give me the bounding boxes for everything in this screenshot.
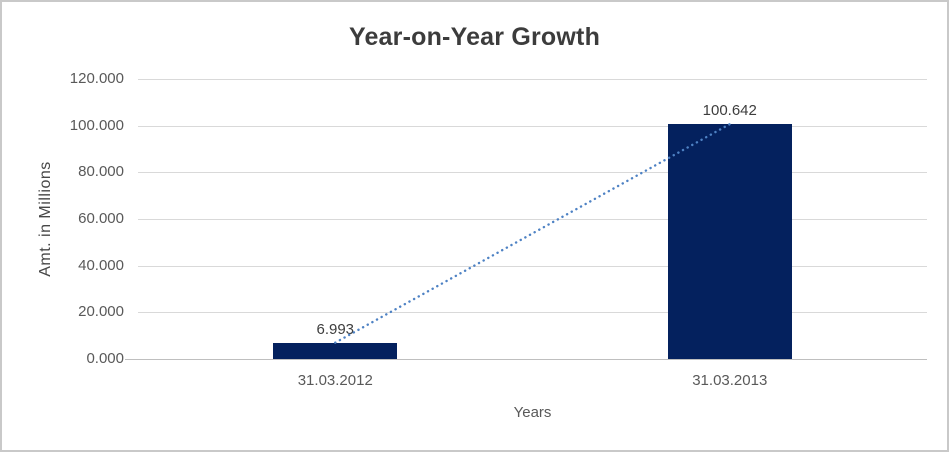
- gridline: [138, 172, 927, 174]
- bar-data-label: 100.642: [702, 102, 757, 120]
- plot-area: 6.993 31.03.2012 100.642 31.03.2013: [125, 79, 927, 389]
- x-axis-line: [125, 359, 927, 360]
- gridline: [138, 312, 927, 314]
- trendline: [334, 122, 731, 344]
- y-tick-label: 0.000: [86, 350, 124, 367]
- gridline: [138, 79, 927, 80]
- gridline: [138, 125, 927, 127]
- gridline: [138, 265, 927, 267]
- bar-31.03.2013: [667, 124, 792, 359]
- y-tick-label: 100.000: [69, 116, 124, 134]
- gridline: [138, 219, 927, 220]
- x-axis-title: Years: [513, 404, 552, 421]
- bar-data-label: 6.993: [316, 320, 355, 338]
- y-tick-label: 60.000: [78, 210, 124, 227]
- chart-title: Year-on-Year Growth: [348, 23, 601, 51]
- bar-31.03.2012: [273, 342, 398, 359]
- x-tick-label: 31.03.2013: [692, 372, 768, 389]
- y-tick-label: 80.000: [78, 163, 124, 181]
- y-tick-label: 40.000: [78, 256, 124, 274]
- y-tick-label: 20.000: [78, 303, 124, 321]
- y-tick-label: 120.000: [69, 70, 124, 87]
- x-tick-label: 31.03.2012: [297, 372, 373, 389]
